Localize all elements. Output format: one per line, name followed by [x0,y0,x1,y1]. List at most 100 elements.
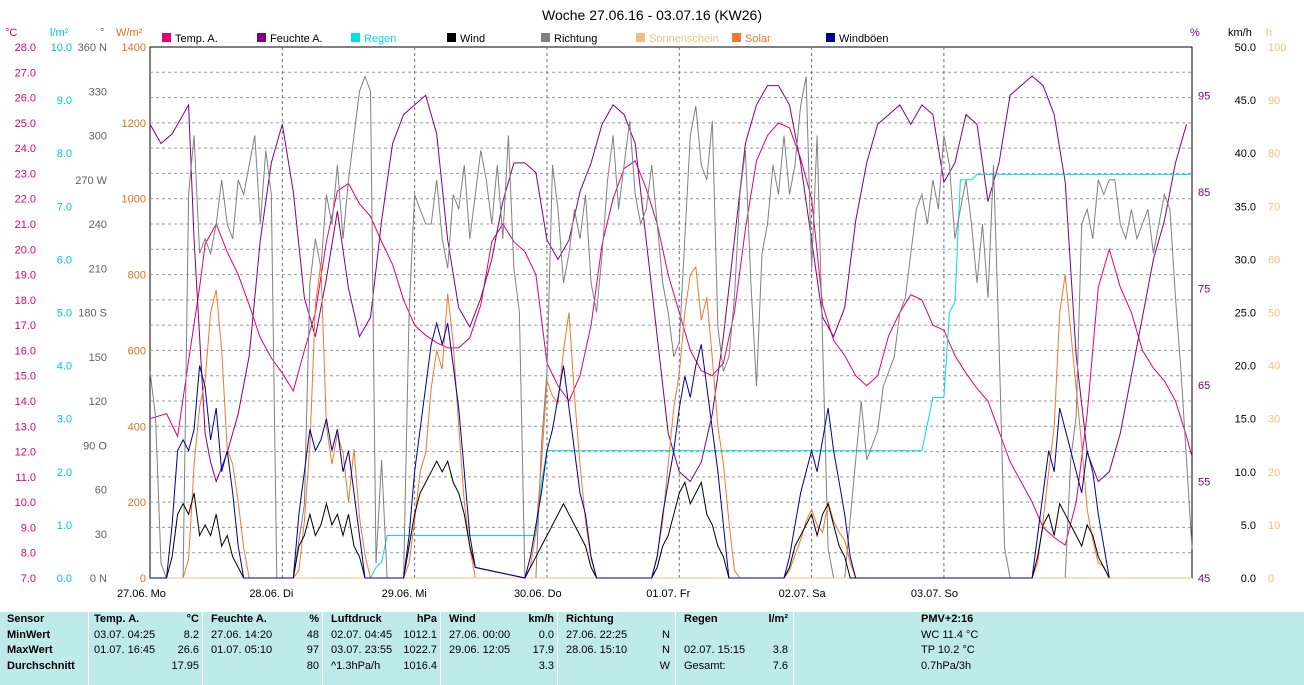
stats-temp-header: Temp. A. [94,613,140,625]
stats-humidity-value: 80 [306,659,319,672]
x-tick-label: 03.07. So [911,588,958,600]
y-tick-label: 12.0 [15,447,36,459]
y-tick-label: 23.0 [15,168,36,180]
stats-pressure-header: Luftdruck [331,613,382,625]
stats-pressure-value: 1016.4 [403,659,437,672]
y-tick-label: 20.0 [1235,361,1256,373]
stats-humidity-unit: % [309,613,319,625]
y-axis-unit: h [1266,27,1272,39]
stats-humidity-header: Feuchte A. [211,613,267,625]
stats-rain-value: 7.6 [772,659,788,672]
stats-pressure-time: ^1.3hPa/h [331,659,381,672]
y-tick-label: 10 [1268,520,1280,532]
stats-wind-value: 0.0 [538,628,554,641]
series-line-solar [150,263,1110,579]
legend-swatch [162,33,171,42]
stats-temp-time: 01.07. 16:45 [94,644,156,656]
y-tick-label: 5.0 [1241,520,1256,532]
legend-label: Richtung [554,33,597,45]
stats-pmv-line: 0.7hPa/3h [921,659,972,672]
stats-humidity-value: 97 [306,644,319,656]
stats-humidity-time: 27.06. 14:20 [211,628,273,641]
y-tick-label: 330 [89,86,107,98]
stats-wind-header: Wind [449,613,476,625]
y-tick-label: 16.0 [15,345,36,357]
y-tick-label: 0 N [90,573,107,585]
stats-direction-header: Richtung [566,613,614,625]
x-tick-label: 30.06. Do [514,588,562,600]
stats-wind-value: 3.3 [538,659,554,672]
stats-panel: Sensor MinWert MaxWert Durchschnitt Temp… [0,612,1304,685]
stats-wind-col: Wind km/h 27.06. 00:00 0.0 29.06. 12:05 17.… [440,612,558,685]
y-tick-label: 30 [1268,414,1280,426]
x-tick-label: 28.06. Di [249,588,293,600]
stats-pressure-value: 1012.1 [403,628,437,641]
y-tick-label: 20.0 [15,244,36,256]
y-tick-label: 17.0 [15,320,36,332]
y-tick-label: 45 [1198,573,1210,585]
y-tick-label: 150 [89,352,107,364]
y-tick-label: 6.0 [57,254,72,266]
stats-wind-value: 17.9 [532,644,554,656]
legend-swatch [351,33,360,42]
legend-swatch [826,33,835,42]
legend-label: Wind [460,33,485,45]
stats-rain-header: Regen [684,613,718,625]
stats-row-label: Durchschnitt [7,659,75,672]
y-tick-label: 8.0 [57,148,72,160]
stats-sensor-header: Sensor [7,613,45,625]
y-tick-label: 1400 [122,42,146,54]
y-axis-unit: ° [100,27,104,39]
series-line-wind [150,459,1110,579]
legend-label: Windböen [839,33,889,45]
legend-swatch [257,33,266,42]
stats-temp-unit: °C [186,613,199,625]
stats-pressure-unit: hPa [416,613,437,625]
y-axis-unit: % [1190,27,1200,39]
y-tick-label: 21.0 [15,219,36,231]
stats-direction-time: 28.06. 15:10 [566,644,628,656]
stats-rain-value: 3.8 [772,644,788,656]
legend-swatch [447,33,456,42]
y-tick-label: 100 [1268,42,1286,54]
y-tick-label: 85 [1198,187,1210,199]
y-tick-label: 10.0 [1235,467,1256,479]
stats-direction-value: W [659,659,670,672]
stats-rain-time: Gesamt: [684,659,726,672]
stats-pressure-col: Luftdruck hPa 02.07. 04:45 1012.1 03.07. 2… [322,612,441,685]
chart-legend: Temp. A. Feuchte A. Regen Wind Richtung Sonne… [162,33,889,45]
y-tick-label: 45.0 [1235,95,1256,107]
y-tick-label: 600 [128,345,146,357]
stats-direction-value: N [662,628,670,641]
y-axis-unit: l/m² [50,27,69,39]
y-tick-label: 27.0 [15,67,36,79]
y-tick-label: 0 [1268,573,1274,585]
y-tick-label: 20 [1268,467,1280,479]
y-tick-label: 13.0 [15,421,36,433]
y-axis-unit: W/m² [116,27,143,39]
stats-pmv-line: WC 11.4 °C [921,628,979,641]
y-tick-label: 25.0 [15,118,36,130]
series-line-windböen [150,321,1110,579]
legend-label: Sonnenschein [649,33,719,45]
legend-label: Temp. A. [175,33,218,45]
y-tick-label: 0.0 [1241,573,1256,585]
x-tick-label: 01.07. Fr [646,588,690,600]
y-tick-label: 210 [89,263,107,275]
stats-temp-value: 17.95 [171,659,199,672]
y-tick-label: 800 [128,270,146,282]
y-tick-label: 18.0 [15,295,36,307]
y-tick-label: 4.0 [57,361,72,373]
legend-swatch [541,33,550,42]
y-tick-label: 10.0 [51,42,72,54]
y-tick-label: 26.0 [15,93,36,105]
x-tick-label: 27.06. Mo [117,588,166,600]
y-tick-label: 1000 [122,194,146,206]
y-tick-label: 28.0 [15,42,36,54]
stats-temp-time: 03.07. 04:25 [94,628,156,641]
y-tick-label: 14.0 [15,396,36,408]
stats-pmv-col: PMV+2:16 WC 11.4 °C TP 10.2 °C 0.7hPa/3h [793,612,1304,685]
stats-humidity-col: Feuchte A.% 27.06. 14:20 48 01.07. 05:10 9… [202,612,323,685]
y-tick-label: 40.0 [1235,148,1256,160]
y-tick-label: 50.0 [1235,42,1256,54]
